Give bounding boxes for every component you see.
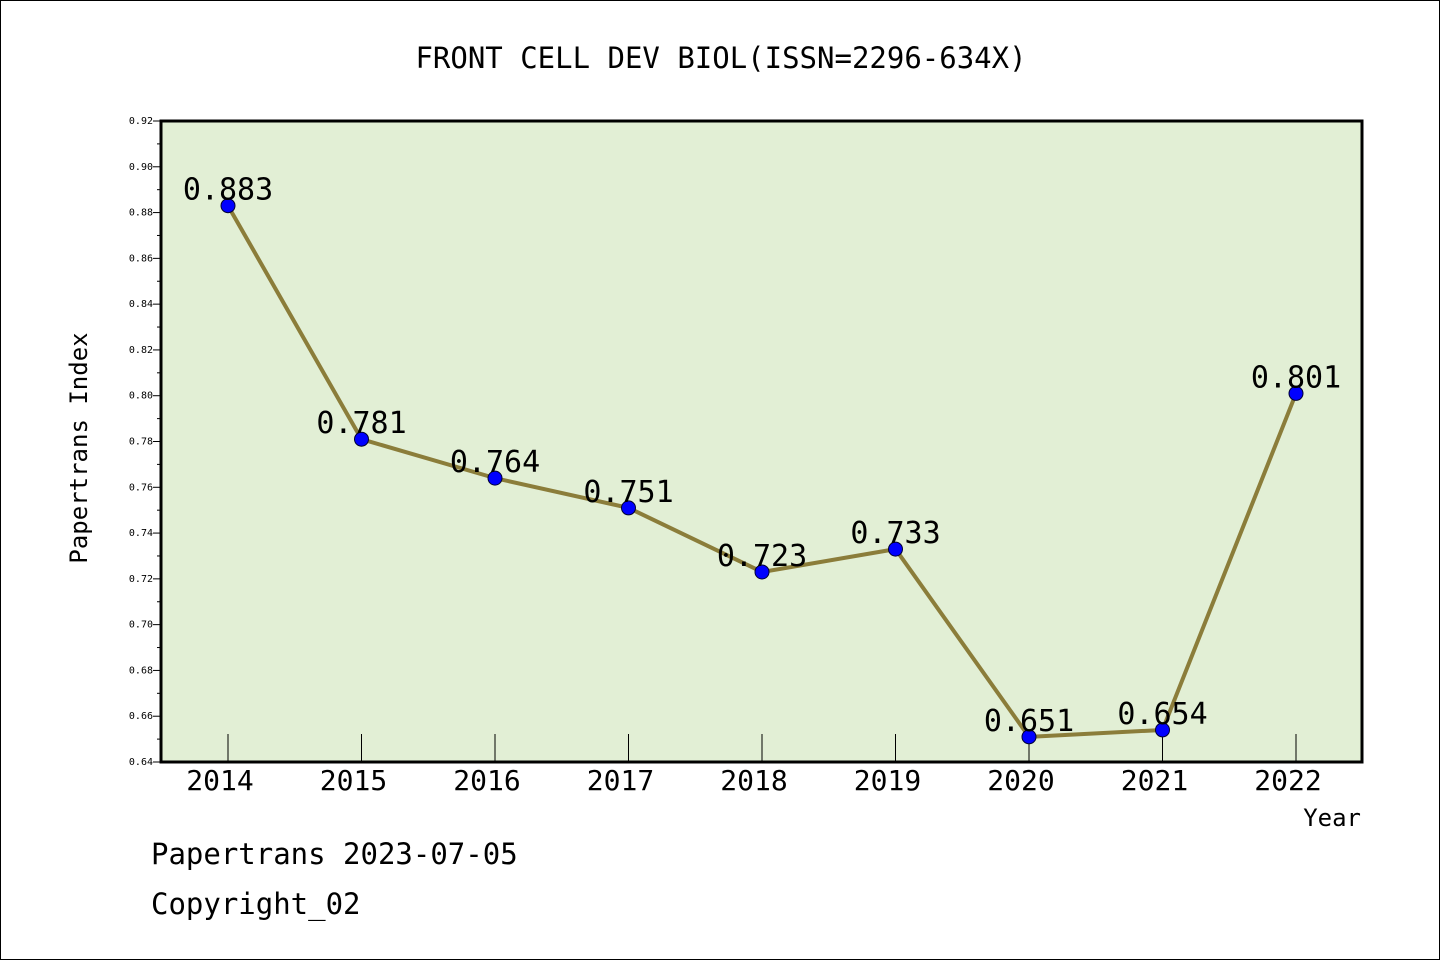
y-tick-label: 0.66 xyxy=(129,711,153,722)
y-axis: 0.64 0.66 0.68 0.70 0.72 0.74 0.76 0.78 0.80 0.82… xyxy=(129,116,161,768)
x-tick-label: 2019 xyxy=(854,764,921,797)
data-label: 0.801 xyxy=(1251,360,1341,395)
chart-title: FRONT CELL DEV BIOL(ISSN=2296-634X) xyxy=(415,41,1026,75)
footer-copyright: Copyright_02 xyxy=(151,887,361,921)
x-tick-label: 2016 xyxy=(453,764,520,797)
y-tick-label: 0.82 xyxy=(129,345,153,356)
data-label: 0.751 xyxy=(583,475,673,510)
data-labels: 0.883 0.781 0.764 0.751 0.723 0.733 0.651 0.654… xyxy=(183,173,1341,739)
x-tick-label: 2014 xyxy=(186,764,253,797)
x-tick-label: 2022 xyxy=(1254,764,1321,797)
y-axis-label: Papertrans Index xyxy=(65,332,93,563)
data-label: 0.764 xyxy=(450,445,540,480)
data-point xyxy=(1155,722,1170,738)
plot-border xyxy=(159,119,1364,764)
data-label: 0.883 xyxy=(183,173,273,208)
x-tick-label: 2020 xyxy=(987,764,1054,797)
y-tick-label: 0.70 xyxy=(129,620,153,631)
data-label: 0.654 xyxy=(1117,697,1207,732)
x-tick-label: 2017 xyxy=(587,764,654,797)
x-tick-label: 2021 xyxy=(1121,764,1188,797)
data-point xyxy=(888,541,903,557)
y-tick-label: 0.92 xyxy=(129,116,153,127)
data-label: 0.723 xyxy=(717,539,807,574)
y-tick-label: 0.84 xyxy=(129,299,153,310)
x-axis: 2014 2015 2016 2017 2018 2019 2020 2021 2022 xyxy=(186,734,1322,797)
data-point xyxy=(621,500,636,516)
y-tick-label: 0.80 xyxy=(129,391,153,402)
y-tick-label: 0.76 xyxy=(129,482,153,493)
x-tick-label: 2018 xyxy=(720,764,787,797)
data-point xyxy=(754,564,770,580)
data-point xyxy=(1021,729,1037,745)
data-label: 0.733 xyxy=(850,516,940,551)
y-tick-label: 0.86 xyxy=(129,253,153,264)
data-markers xyxy=(220,198,1304,745)
y-tick-label: 0.90 xyxy=(129,162,153,173)
y-tick-label: 0.74 xyxy=(129,528,153,539)
data-point xyxy=(1288,385,1304,401)
data-point xyxy=(487,470,503,486)
x-axis-label: Year xyxy=(1303,804,1361,832)
y-tick-label: 0.72 xyxy=(129,574,153,585)
footer-date: Papertrans 2023-07-05 xyxy=(151,837,518,871)
x-tick-label: 2015 xyxy=(320,764,387,797)
y-tick-label: 0.88 xyxy=(129,208,153,219)
y-tick-label: 0.64 xyxy=(129,757,153,768)
plot-area xyxy=(161,121,1362,762)
data-label: 0.781 xyxy=(316,406,406,441)
data-point xyxy=(354,431,369,447)
data-point xyxy=(220,198,236,214)
y-tick-label: 0.78 xyxy=(129,437,153,448)
y-tick-label: 0.68 xyxy=(129,665,153,676)
data-label: 0.651 xyxy=(984,704,1074,739)
